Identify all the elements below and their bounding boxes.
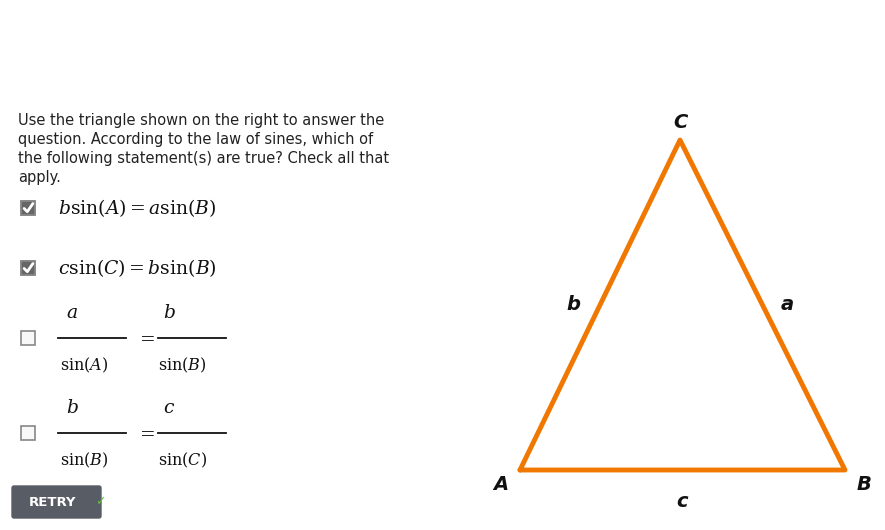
Bar [21, 426, 35, 440]
Text: $\sin(C)$: $\sin(C)$ [158, 450, 207, 470]
Text: $c$: $c$ [163, 398, 175, 417]
Text: c: c [677, 492, 689, 511]
Text: Use the triangle shown on the right to answer the: Use the triangle shown on the right to a… [18, 113, 384, 128]
Text: b: b [566, 296, 580, 314]
Text: $b$: $b$ [163, 303, 176, 322]
Text: $b$: $b$ [66, 398, 79, 417]
Text: $a$: $a$ [66, 303, 78, 322]
Bar [21, 261, 35, 275]
Text: $\sin(A)$: $\sin(A)$ [60, 356, 109, 375]
Text: $=$: $=$ [136, 328, 155, 347]
Text: ✓: ✓ [95, 496, 105, 508]
Text: the following statement(s) are true? Check all that: the following statement(s) are true? Che… [18, 151, 389, 166]
Text: C: C [673, 113, 687, 132]
Text: $c\sin(C) = b\sin(B)$: $c\sin(C) = b\sin(B)$ [58, 257, 217, 279]
Text: apply.: apply. [18, 170, 61, 185]
Text: question. According to the law of sines, which of: question. According to the law of sines,… [18, 132, 373, 147]
Text: a: a [781, 296, 794, 314]
Bar [21, 201, 35, 215]
Text: $b\sin(A) = a\sin(B)$: $b\sin(A) = a\sin(B)$ [58, 197, 217, 219]
Text: Identifying Equations Used in the Law of Sines: Identifying Equations Used in the Law of… [16, 35, 747, 63]
Text: $\sin(B)$: $\sin(B)$ [60, 450, 109, 470]
Text: $\sin(B)$: $\sin(B)$ [158, 356, 206, 375]
Text: A: A [493, 475, 508, 494]
Text: B: B [857, 475, 872, 494]
Bar [21, 261, 35, 275]
FancyBboxPatch shape [12, 486, 101, 518]
Text: RETRY: RETRY [28, 496, 76, 508]
Text: $=$: $=$ [136, 423, 155, 442]
Bar [21, 201, 35, 215]
Bar [21, 331, 35, 345]
